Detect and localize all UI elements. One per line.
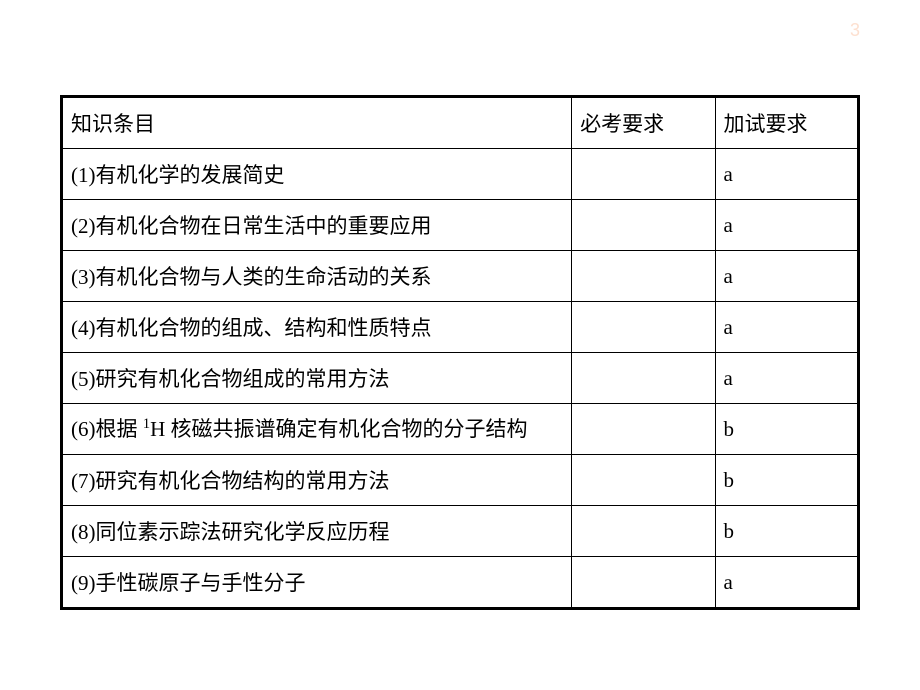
table-row: (2)有机化合物在日常生活中的重要应用 a <box>62 200 859 251</box>
cell-req2: b <box>715 506 858 557</box>
header-req1: 必考要求 <box>572 97 715 149</box>
cell-req2: a <box>715 200 858 251</box>
table-header-row: 知识条目 必考要求 加试要求 <box>62 97 859 149</box>
cell-topic: (2)有机化合物在日常生活中的重要应用 <box>62 200 572 251</box>
cell-req1 <box>572 251 715 302</box>
cell-req1 <box>572 200 715 251</box>
table-row: (8)同位素示踪法研究化学反应历程 b <box>62 506 859 557</box>
cell-req2: a <box>715 557 858 609</box>
header-topic: 知识条目 <box>62 97 572 149</box>
cell-req1 <box>572 353 715 404</box>
cell-req1 <box>572 404 715 455</box>
cell-topic: (1)有机化学的发展简史 <box>62 149 572 200</box>
cell-req2: a <box>715 149 858 200</box>
header-req2: 加试要求 <box>715 97 858 149</box>
knowledge-table-container: 知识条目 必考要求 加试要求 (1)有机化学的发展简史 a (2)有机化合物在日… <box>60 95 860 610</box>
cell-topic: (5)研究有机化合物组成的常用方法 <box>62 353 572 404</box>
table-row: (6)根据 1H 核磁共振谱确定有机化合物的分子结构 b <box>62 404 859 455</box>
cell-topic: (9)手性碳原子与手性分子 <box>62 557 572 609</box>
cell-topic: (8)同位素示踪法研究化学反应历程 <box>62 506 572 557</box>
cell-req2: b <box>715 404 858 455</box>
cell-req2: a <box>715 302 858 353</box>
table-row: (4)有机化合物的组成、结构和性质特点 a <box>62 302 859 353</box>
knowledge-table: 知识条目 必考要求 加试要求 (1)有机化学的发展简史 a (2)有机化合物在日… <box>60 95 860 610</box>
table-row: (5)研究有机化合物组成的常用方法 a <box>62 353 859 404</box>
cell-req1 <box>572 557 715 609</box>
table-row: (1)有机化学的发展简史 a <box>62 149 859 200</box>
cell-topic: (3)有机化合物与人类的生命活动的关系 <box>62 251 572 302</box>
cell-topic: (4)有机化合物的组成、结构和性质特点 <box>62 302 572 353</box>
cell-req2: a <box>715 251 858 302</box>
table-row: (7)研究有机化合物结构的常用方法 b <box>62 455 859 506</box>
cell-req1 <box>572 506 715 557</box>
cell-topic: (6)根据 1H 核磁共振谱确定有机化合物的分子结构 <box>62 404 572 455</box>
table-row: (9)手性碳原子与手性分子 a <box>62 557 859 609</box>
page-number: 3 <box>850 20 860 41</box>
table-body: (1)有机化学的发展简史 a (2)有机化合物在日常生活中的重要应用 a (3)… <box>62 149 859 609</box>
cell-req1 <box>572 149 715 200</box>
table-row: (3)有机化合物与人类的生命活动的关系 a <box>62 251 859 302</box>
cell-req2: a <box>715 353 858 404</box>
cell-req1 <box>572 455 715 506</box>
cell-topic: (7)研究有机化合物结构的常用方法 <box>62 455 572 506</box>
cell-req1 <box>572 302 715 353</box>
cell-req2: b <box>715 455 858 506</box>
